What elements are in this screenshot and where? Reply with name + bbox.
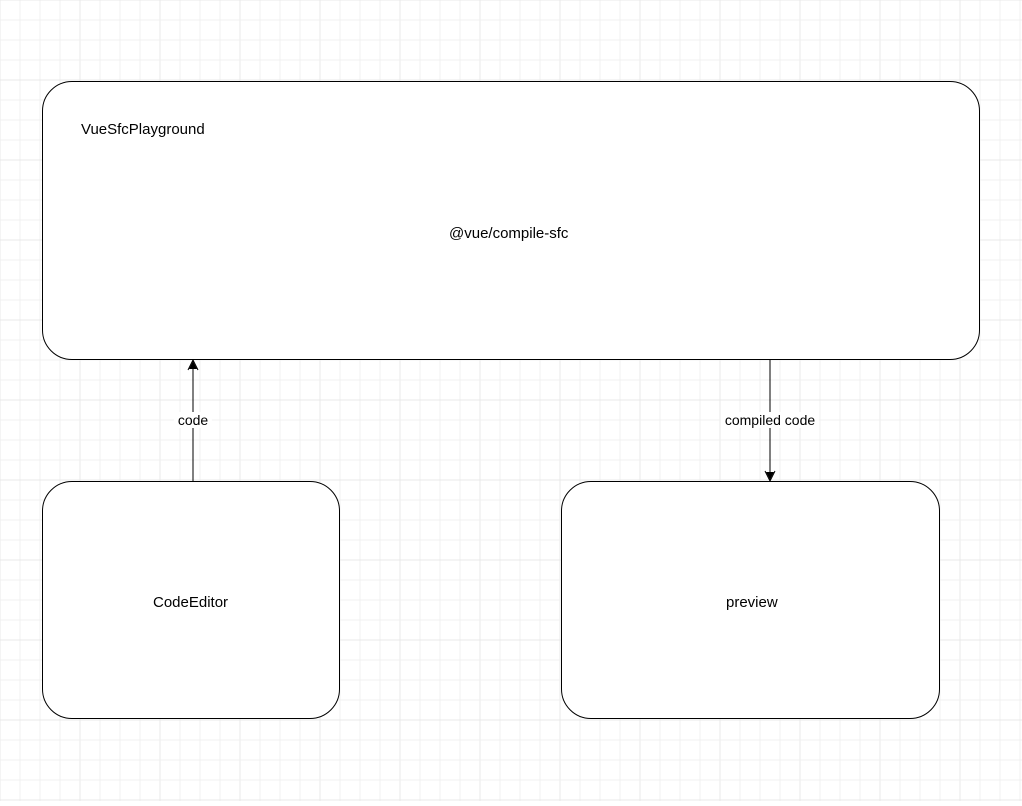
node-preview-label: preview bbox=[726, 594, 778, 611]
node-preview: preview bbox=[561, 481, 940, 719]
node-playground-center-label: @vue/compile-sfc bbox=[449, 225, 568, 242]
edge-label-compiled-code: compiled code bbox=[721, 412, 819, 428]
diagram-canvas: VueSfcPlayground @vue/compile-sfc CodeEd… bbox=[0, 0, 1022, 801]
node-code-editor: CodeEditor bbox=[42, 481, 340, 719]
node-playground: VueSfcPlayground @vue/compile-sfc bbox=[42, 81, 980, 360]
node-playground-title: VueSfcPlayground bbox=[81, 121, 205, 138]
node-code-editor-label: CodeEditor bbox=[153, 594, 228, 611]
edge-label-code: code bbox=[174, 412, 212, 428]
